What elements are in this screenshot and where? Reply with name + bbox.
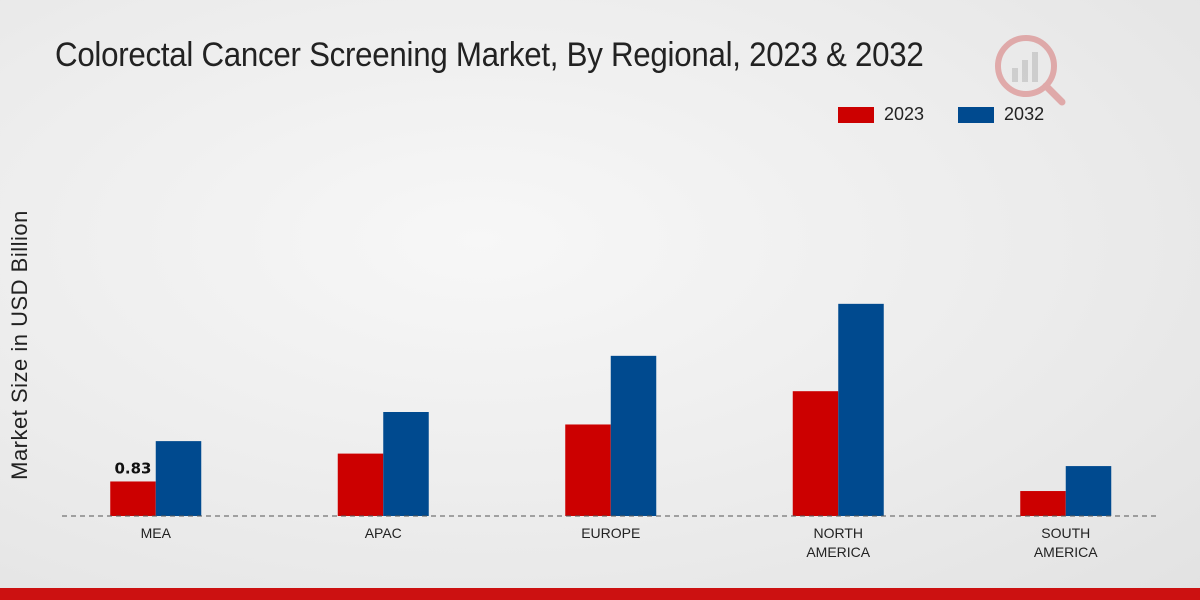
bar-2032-mea	[155, 441, 202, 516]
bottom-accent-bar	[0, 588, 1200, 600]
legend-label-2023: 2023	[884, 104, 925, 124]
bar-2032-apac	[383, 412, 429, 516]
legend-item-2032: 2032	[958, 104, 1044, 125]
legend-swatch-2032	[958, 106, 995, 123]
x-tick-label-mea: MEA	[141, 525, 172, 541]
bar-2032-north-america	[838, 303, 884, 516]
legend-item-2023: 2023	[838, 104, 924, 125]
bar-2023-north-america	[792, 391, 839, 516]
chart-title: Colorectal Cancer Screening Market, By R…	[55, 36, 924, 74]
legend-label-2032: 2032	[1004, 104, 1045, 124]
bar-2032-south-america	[1065, 466, 1112, 516]
data-label: 0.83	[114, 459, 151, 477]
bar-2023-europe	[565, 424, 611, 516]
x-tick-label-south-america: SOUTH AMERICA	[1034, 525, 1098, 560]
bar-2032-europe	[610, 355, 657, 516]
bar-2023-south-america	[1020, 491, 1066, 516]
legend: 2023 2032	[838, 104, 1078, 125]
x-tick-label-europe: EUROPE	[581, 525, 640, 541]
x-tick-label-apac: APAC	[365, 525, 402, 541]
bar-2023-mea	[110, 481, 156, 516]
legend-swatch-2023	[838, 106, 874, 123]
x-tick-label-north-america: NORTH AMERICA	[806, 525, 870, 560]
bar-2023-apac	[337, 453, 384, 516]
watermark-logo-icon	[995, 35, 1066, 106]
